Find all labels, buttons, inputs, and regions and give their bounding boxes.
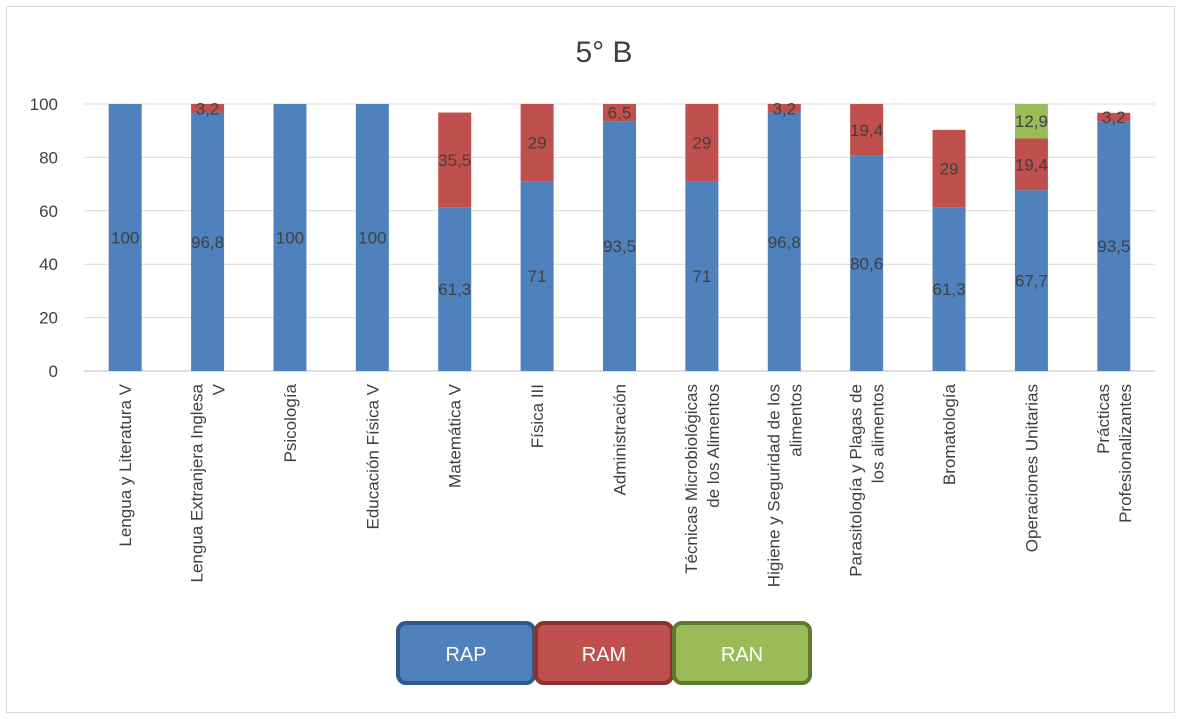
x-category-label-line: V — [210, 383, 229, 395]
y-axis-ticks: 0 20 40 60 80 100 — [30, 95, 58, 381]
data-label: 100 — [358, 229, 386, 248]
x-category-label: Lengua Extranjera Inglesa V — [188, 383, 229, 582]
x-category-label-line: Parasitología y Plagas de — [847, 384, 866, 577]
x-category-label-line: Higiene y Seguridad de los — [764, 384, 783, 587]
x-category-label-line: Lengua y Literatura V — [116, 383, 135, 546]
data-label: 100 — [276, 229, 304, 248]
data-label: 96,8 — [768, 233, 801, 252]
data-label: 29 — [528, 134, 547, 153]
data-label: 3,2 — [196, 99, 220, 118]
x-category-label: Parasitología y Plagas de los alimentos — [847, 384, 888, 577]
data-label: 71 — [692, 267, 711, 286]
data-label: 3,2 — [772, 99, 796, 118]
x-category-label-line: Técnicas Microbiológicas — [682, 384, 701, 574]
data-label: 29 — [692, 134, 711, 153]
data-label: 29 — [940, 160, 959, 179]
x-category-label: Educación Física V — [363, 383, 382, 529]
data-label: 71 — [528, 267, 547, 286]
y-tick-label: 40 — [39, 255, 58, 274]
y-tick-label: 0 — [49, 362, 58, 381]
y-tick-label: 20 — [39, 309, 58, 328]
data-label: 6,5 — [608, 104, 632, 123]
x-category-label-line: Prácticas — [1094, 384, 1113, 454]
data-label: 3,2 — [1102, 108, 1126, 127]
data-label: 61,3 — [932, 280, 965, 299]
legend-label: RAP — [445, 644, 486, 666]
chart-title: 5° B — [575, 36, 632, 69]
data-label: 93,5 — [1097, 237, 1130, 256]
data-label: 35,5 — [438, 151, 471, 170]
data-label: 61,3 — [438, 280, 471, 299]
x-category-label-line: los alimentos — [869, 384, 888, 483]
x-category-label: Prácticas Profesionalizantes — [1094, 384, 1135, 523]
x-category-label: Lengua y Literatura V — [116, 383, 135, 546]
x-category-label-line: Bromatología — [940, 383, 959, 485]
x-category-label-line: Lengua Extranjera Inglesa — [188, 383, 207, 582]
x-axis-categories: Lengua y Literatura V Lengua Extranjera I… — [116, 383, 1135, 587]
legend: RAP RAM RAN — [398, 623, 810, 683]
data-label: 80,6 — [850, 254, 883, 273]
data-label: 93,5 — [603, 237, 636, 256]
x-category-label: Higiene y Seguridad de los alimentos — [764, 384, 805, 587]
y-tick-label: 80 — [39, 148, 58, 167]
x-category-label-line: Educación Física V — [363, 383, 382, 529]
data-label: 67,7 — [1015, 272, 1048, 291]
data-label: 19,4 — [1015, 155, 1048, 174]
y-tick-label: 100 — [30, 95, 58, 114]
x-category-label-line: Operaciones Unitarias — [1022, 384, 1041, 552]
legend-label: RAM — [582, 644, 626, 666]
x-category-label: Administración — [611, 384, 630, 496]
x-category-label-line: Administración — [611, 384, 630, 496]
x-category-label: Bromatología — [940, 383, 959, 485]
x-category-label: Técnicas Microbiológicas de los Alimentos — [682, 384, 723, 574]
x-category-label: Operaciones Unitarias — [1022, 384, 1041, 552]
x-category-label: Física III — [528, 384, 547, 448]
x-category-label-line: Psicología — [281, 383, 300, 462]
y-tick-label: 60 — [39, 202, 58, 221]
data-label: 12,9 — [1015, 112, 1048, 131]
x-category-label-line: Física III — [528, 384, 547, 448]
x-category-label-line: Profesionalizantes — [1116, 384, 1135, 523]
x-category-label: Matemática V — [446, 383, 465, 488]
data-label: 100 — [111, 229, 139, 248]
x-category-label-line: Matemática V — [446, 383, 465, 488]
legend-label: RAN — [721, 644, 763, 666]
x-category-label-line: alimentos — [786, 384, 805, 457]
data-label: 19,4 — [850, 121, 883, 140]
data-label: 96,8 — [191, 233, 224, 252]
x-category-label-line: de los Alimentos — [704, 384, 723, 508]
x-category-label: Psicología — [281, 383, 300, 462]
